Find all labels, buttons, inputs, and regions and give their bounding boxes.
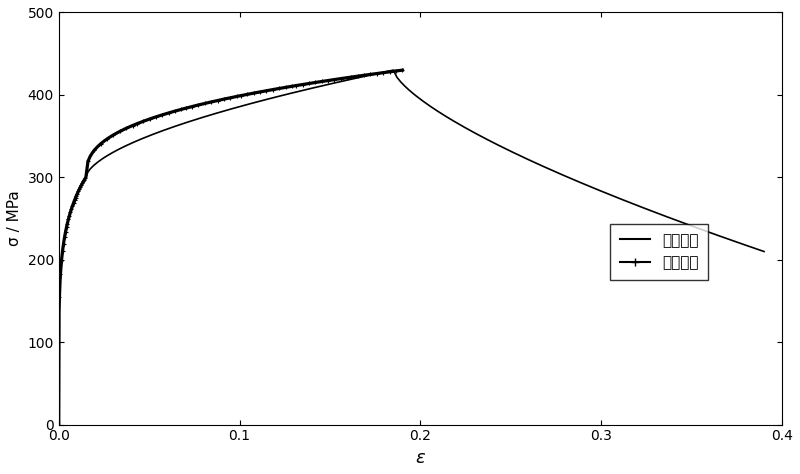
Legend: 工程应力, 真实应力: 工程应力, 真实应力 [610,224,708,280]
Y-axis label: σ / MPa: σ / MPa [7,191,22,246]
X-axis label: ε: ε [415,449,426,467]
